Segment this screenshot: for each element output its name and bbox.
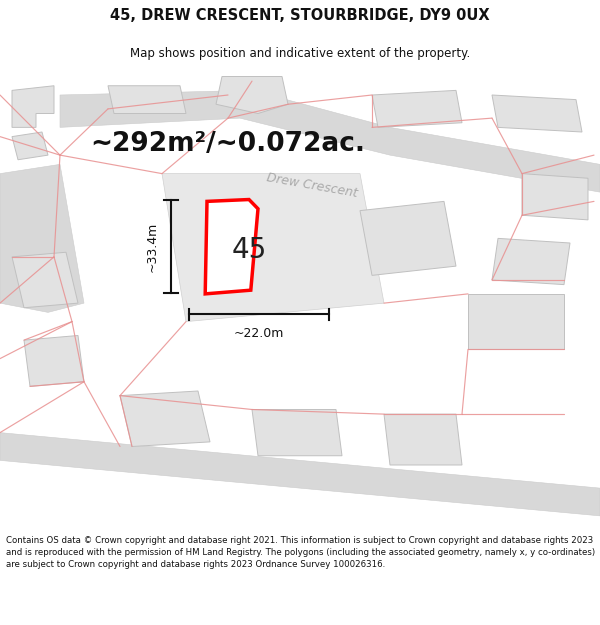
Text: ~292m²/~0.072ac.: ~292m²/~0.072ac.	[91, 131, 365, 156]
Polygon shape	[12, 132, 48, 160]
Polygon shape	[522, 174, 588, 220]
Polygon shape	[252, 409, 342, 456]
Polygon shape	[120, 391, 210, 446]
Text: Drew Crescent: Drew Crescent	[265, 171, 359, 199]
Polygon shape	[12, 86, 54, 127]
Text: Contains OS data © Crown copyright and database right 2021. This information is : Contains OS data © Crown copyright and d…	[6, 536, 595, 569]
Text: 45, DREW CRESCENT, STOURBRIDGE, DY9 0UX: 45, DREW CRESCENT, STOURBRIDGE, DY9 0UX	[110, 8, 490, 23]
Polygon shape	[205, 199, 258, 294]
Polygon shape	[384, 414, 462, 465]
Text: ~33.4m: ~33.4m	[145, 222, 158, 272]
Text: 45: 45	[232, 236, 266, 264]
Polygon shape	[162, 174, 384, 322]
Polygon shape	[108, 86, 186, 114]
Text: Map shows position and indicative extent of the property.: Map shows position and indicative extent…	[130, 48, 470, 61]
Polygon shape	[60, 91, 600, 192]
Polygon shape	[0, 432, 600, 516]
Polygon shape	[468, 294, 564, 349]
Polygon shape	[0, 164, 84, 312]
Polygon shape	[216, 76, 288, 114]
Text: ~22.0m: ~22.0m	[234, 327, 284, 340]
Polygon shape	[372, 91, 462, 128]
Polygon shape	[360, 201, 456, 276]
Polygon shape	[492, 95, 582, 132]
Polygon shape	[492, 238, 570, 284]
Polygon shape	[24, 336, 84, 386]
Polygon shape	[12, 253, 78, 308]
